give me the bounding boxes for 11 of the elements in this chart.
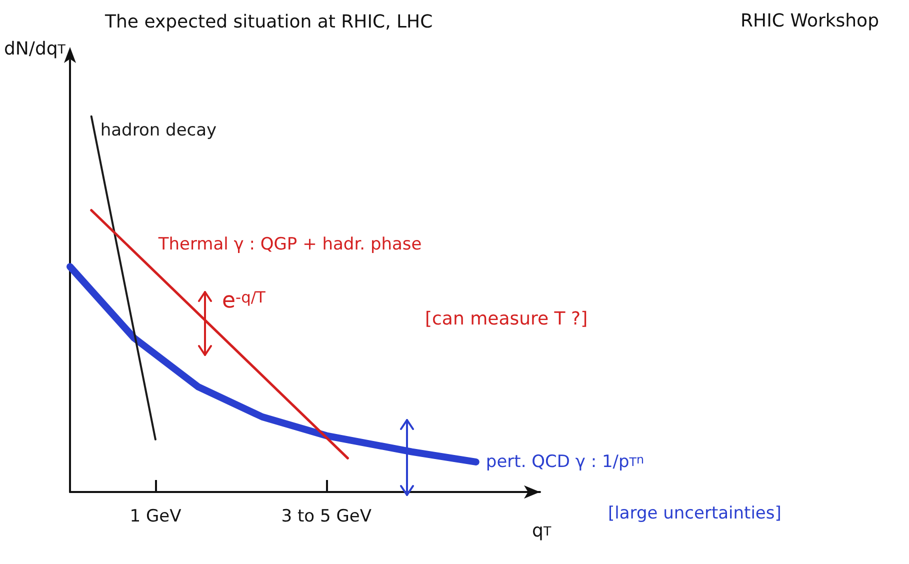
text: RHIC Workshop xyxy=(740,10,880,32)
annotation: [can measure T ?] xyxy=(425,308,588,330)
series-label: hadron decay xyxy=(100,120,217,140)
x-tick-label: 1 GeV xyxy=(130,506,182,526)
series-label: Thermal γ : QGP + hadr. phase xyxy=(157,234,422,254)
text: [large uncertainties] xyxy=(608,504,782,524)
chart-title: The expected situation at RHIC, LHC xyxy=(104,12,433,32)
x-axis-title: qT xyxy=(532,520,552,542)
series-label: pert. QCD γ : 1/pTn xyxy=(486,452,644,472)
x-tick-label: 3 to 5 GeV xyxy=(281,506,372,526)
y-axis-title: dN/dqT xyxy=(4,38,66,60)
